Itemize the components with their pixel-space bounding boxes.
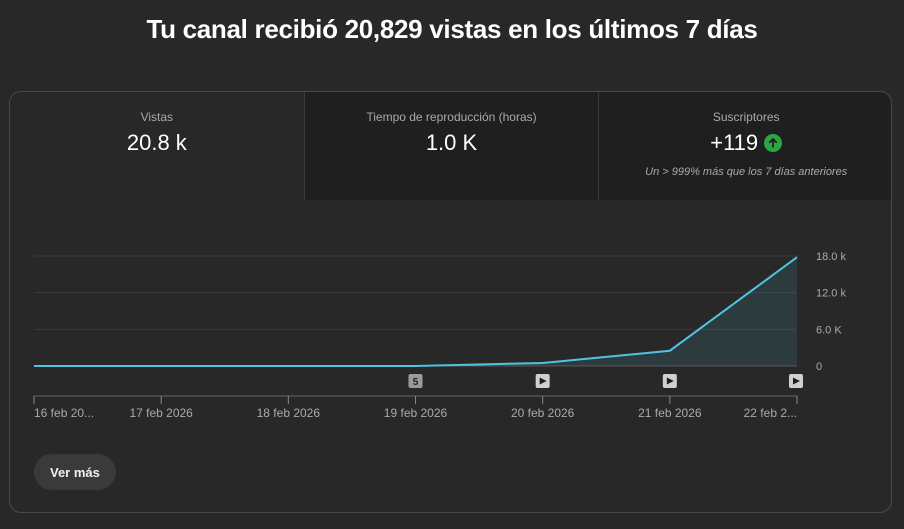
- x-tick-label: 20 feb 2026: [511, 406, 575, 420]
- play-icon: [539, 377, 547, 385]
- page-headline: Tu canal recibió 20,829 vistas en los úl…: [146, 14, 758, 44]
- y-tick-label: 6.0 K: [816, 324, 842, 336]
- play-icon: [666, 377, 674, 385]
- metric-tabs: Vistas 20.8 k Tiempo de reproducción (ho…: [10, 92, 891, 200]
- x-tick-label: 18 feb 2026: [257, 406, 321, 420]
- tab-subscribers-label: Suscriptores: [712, 110, 780, 124]
- tab-watch-time-value: 1.0 K: [425, 130, 478, 155]
- video-play-icon[interactable]: [789, 374, 803, 388]
- marker-count-label: 5: [413, 377, 419, 388]
- series-line: [34, 256, 798, 367]
- tab-views[interactable]: Vistas 20.8 k: [10, 92, 305, 200]
- tab-views-label: Vistas: [140, 110, 174, 124]
- y-tick-label: 12.0 k: [816, 288, 846, 300]
- tab-subscribers[interactable]: Suscriptores +119 Un > 999% más que los …: [599, 92, 891, 200]
- y-tick-label: 0: [816, 361, 822, 373]
- x-tick-label: 22 feb 2...: [744, 406, 797, 420]
- series-area: [34, 257, 797, 366]
- upload-count-marker[interactable]: 5: [408, 374, 423, 388]
- tab-subscribers-value: +119: [599, 130, 891, 156]
- see-more-button[interactable]: Ver más: [34, 454, 116, 490]
- x-tick-label: 19 feb 2026: [384, 406, 448, 420]
- views-chart: 18.0 k 12.0 k 6.0 K 0 16 feb 20... 17 feb 202…: [33, 251, 846, 420]
- tab-watch-time-label: Tiempo de reproducción (horas): [366, 110, 537, 124]
- tab-views-value: 20.8 k: [126, 130, 187, 155]
- x-tick-label: 17 feb 2026: [129, 406, 193, 420]
- x-tick-label: 21 feb 2026: [638, 406, 702, 420]
- tab-watch-time[interactable]: Tiempo de reproducción (horas) 1.0 K: [304, 92, 600, 200]
- subscribers-comparison-note: Un > 999% más que los 7 días anteriores: [645, 166, 848, 178]
- play-icon: [793, 377, 800, 385]
- x-tick-label: 16 feb 20...: [34, 406, 94, 420]
- y-tick-label: 18.0 k: [816, 251, 846, 263]
- video-play-icon[interactable]: [535, 374, 550, 388]
- analytics-card: Vistas 20.8 k Tiempo de reproducción (ho…: [9, 91, 892, 513]
- arrow-up-icon: [764, 134, 783, 152]
- marker-box: [408, 374, 423, 388]
- video-play-icon[interactable]: [662, 374, 677, 388]
